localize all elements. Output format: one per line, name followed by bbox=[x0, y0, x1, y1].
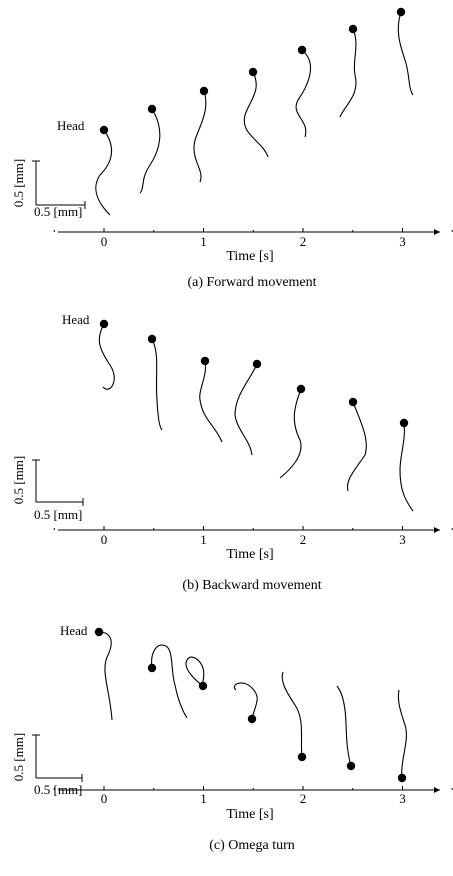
worm-head bbox=[198, 681, 208, 691]
worm-head bbox=[346, 761, 356, 771]
worm-head bbox=[296, 384, 306, 394]
worm-body bbox=[234, 363, 258, 456]
tick-label: 1 bbox=[200, 791, 207, 806]
worm-body bbox=[151, 644, 188, 719]
caption: (c) Omega turn bbox=[209, 838, 295, 853]
worm-body bbox=[279, 388, 302, 479]
tick-label: 2 bbox=[300, 791, 307, 806]
worm-head bbox=[399, 418, 409, 428]
scale-y-label: 0.5 [mm] bbox=[11, 456, 26, 504]
worm-body bbox=[397, 689, 407, 779]
worm-head bbox=[297, 45, 307, 55]
worm-head bbox=[297, 752, 307, 762]
worm-body bbox=[151, 338, 163, 431]
panel: Head 0.5 [mm] 0.5 [mm] 0 1 2 3 Time [s] (c) Omeg… bbox=[11, 623, 453, 853]
scale-x-label: 0.5 [mm] bbox=[34, 507, 82, 522]
worm-head bbox=[99, 125, 109, 135]
axis-arrow bbox=[434, 787, 440, 793]
worm-head bbox=[252, 359, 262, 369]
caption: (b) Backward movement bbox=[182, 578, 321, 593]
worm-head bbox=[200, 356, 210, 366]
worm-body bbox=[281, 671, 303, 758]
worm-body bbox=[295, 49, 312, 138]
worm-body bbox=[339, 28, 357, 118]
tick-label: 2 bbox=[300, 234, 307, 249]
worm-body bbox=[399, 422, 414, 512]
head-label: Head bbox=[57, 118, 85, 133]
axis-label: Time [s] bbox=[226, 547, 273, 562]
scale-y-label: 0.5 [mm] bbox=[11, 733, 26, 781]
head-label: Head bbox=[60, 623, 88, 638]
worm-head bbox=[147, 104, 157, 114]
worm-body bbox=[346, 401, 367, 492]
worm-head bbox=[147, 663, 157, 673]
caption: (a) Forward movement bbox=[187, 275, 316, 290]
worm-body bbox=[397, 11, 414, 96]
worm-head bbox=[348, 397, 358, 407]
worm-body bbox=[98, 631, 113, 721]
scale-x-label: 0.5 [mm] bbox=[34, 204, 82, 219]
scale-y-label: 0.5 [mm] bbox=[11, 159, 26, 207]
worm-body bbox=[193, 90, 207, 183]
tick-label: 1 bbox=[200, 234, 207, 249]
worm-body bbox=[336, 685, 352, 767]
tick-label: 3 bbox=[399, 234, 406, 249]
axis-arrow bbox=[434, 527, 440, 533]
worm-head bbox=[396, 7, 406, 17]
worm-body bbox=[185, 656, 205, 687]
tick-label: 0 bbox=[101, 791, 108, 806]
worm-head bbox=[397, 773, 407, 783]
worm-body bbox=[139, 108, 161, 194]
worm-head bbox=[248, 67, 258, 77]
worm-body bbox=[95, 129, 113, 216]
worm-head bbox=[348, 24, 358, 34]
tick-label: 3 bbox=[399, 532, 406, 547]
worm-body bbox=[243, 71, 269, 158]
worm-body bbox=[234, 682, 258, 720]
worm-head bbox=[147, 334, 157, 344]
axis-label: Time [s] bbox=[226, 807, 273, 822]
worm-body bbox=[98, 323, 115, 390]
worm-head bbox=[94, 627, 104, 637]
worm-head bbox=[247, 714, 257, 724]
worm-head bbox=[199, 86, 209, 96]
panel: Head 0.5 [mm] 0.5 [mm] 0 1 2 3 Time [s] (b) Back… bbox=[11, 312, 453, 593]
worm-body bbox=[199, 360, 223, 443]
panel: Head 0.5 [mm] 0.5 [mm] 0 1 2 3 Time [s] (a) Forw… bbox=[11, 7, 453, 290]
axis-arrow bbox=[434, 229, 440, 235]
tick-label: 0 bbox=[101, 532, 108, 547]
head-label: Head bbox=[62, 312, 90, 327]
scale-x-label: 0.5 [mm] bbox=[34, 782, 82, 797]
axis-label: Time [s] bbox=[226, 249, 273, 264]
tick-label: 3 bbox=[399, 791, 406, 806]
worm-head bbox=[99, 319, 109, 329]
tick-label: 0 bbox=[101, 234, 108, 249]
tick-label: 2 bbox=[300, 532, 307, 547]
tick-label: 1 bbox=[200, 532, 207, 547]
